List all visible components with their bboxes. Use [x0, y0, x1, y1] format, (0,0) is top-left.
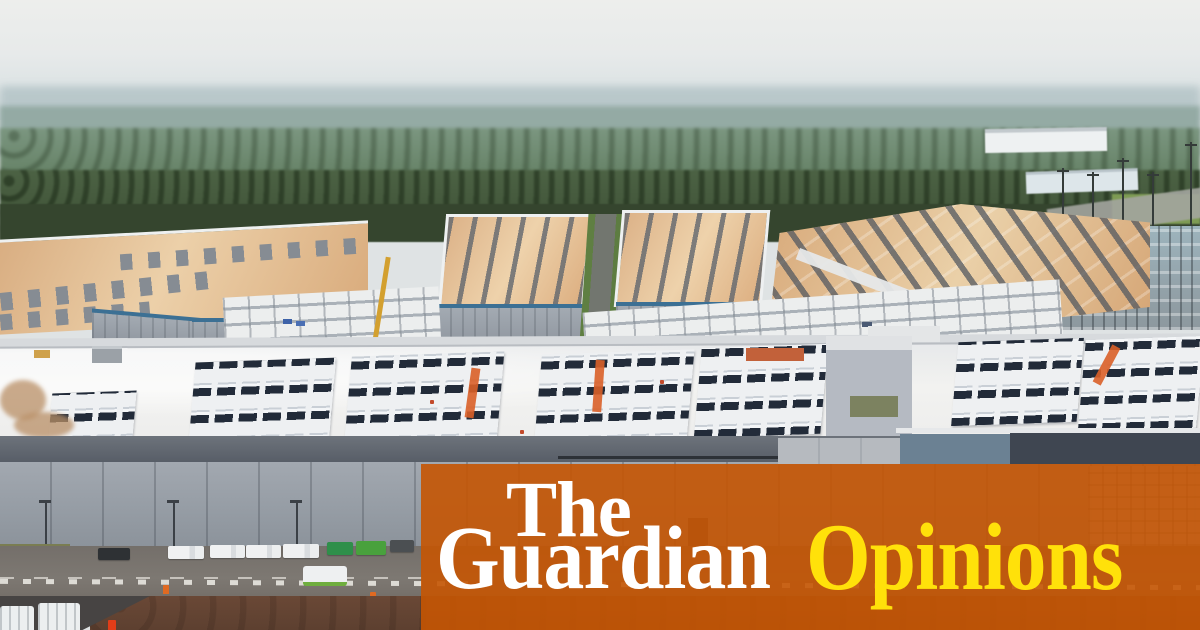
utility-pole	[1147, 172, 1159, 242]
roof-rust-patch	[14, 412, 74, 438]
distant-warehouse	[984, 126, 1108, 154]
cornice-shadow-line	[558, 456, 898, 459]
parked-pickup	[210, 545, 245, 558]
parked-car-blue	[283, 319, 292, 324]
logo-the: The	[506, 467, 632, 554]
data-hall-roof-center-left	[437, 214, 593, 309]
white-van	[303, 566, 347, 586]
utility-pole	[1087, 172, 1099, 252]
parked-car-blue	[296, 321, 305, 326]
parked-pickup	[283, 544, 319, 558]
hvac-cluster	[951, 337, 1084, 427]
lane-marking	[0, 577, 430, 579]
roof-container	[92, 346, 122, 363]
roof-marker	[430, 400, 434, 404]
utility-pole	[1117, 158, 1129, 252]
data-hall-roof-center-right	[613, 210, 771, 307]
carport-canopy	[0, 606, 34, 630]
utility-pole	[1057, 168, 1069, 256]
dark-trailer	[390, 540, 414, 552]
traffic-cone	[163, 585, 169, 594]
roof-green-container	[850, 396, 898, 417]
logo-guardian: Guardian	[436, 509, 771, 608]
facade-light-section	[778, 438, 902, 464]
parked-suv	[98, 548, 130, 560]
roof-marker	[520, 430, 524, 434]
guardian-banner: The Guardian Opinions	[421, 464, 1200, 630]
facade-slate-section	[1010, 430, 1200, 464]
carport-canopy	[38, 603, 80, 630]
utility-pole	[1185, 142, 1197, 234]
parked-pickup	[246, 545, 281, 558]
green-dumpster	[327, 542, 353, 555]
roof-marker	[660, 380, 664, 384]
street-light	[167, 500, 179, 552]
parked-pickup	[168, 546, 204, 559]
logo-section-opinions: Opinions	[806, 504, 1123, 610]
facade-teal-section	[900, 434, 1012, 464]
hvac-cluster	[1077, 335, 1200, 433]
facade-parapet	[896, 428, 1200, 433]
green-utility-truck	[356, 541, 386, 555]
roof-equipment-red	[746, 348, 804, 361]
parked-car	[862, 322, 872, 327]
street-light	[39, 500, 51, 552]
yellow-loader	[34, 350, 50, 358]
traffic-cone	[108, 620, 116, 630]
street-light	[290, 500, 302, 552]
